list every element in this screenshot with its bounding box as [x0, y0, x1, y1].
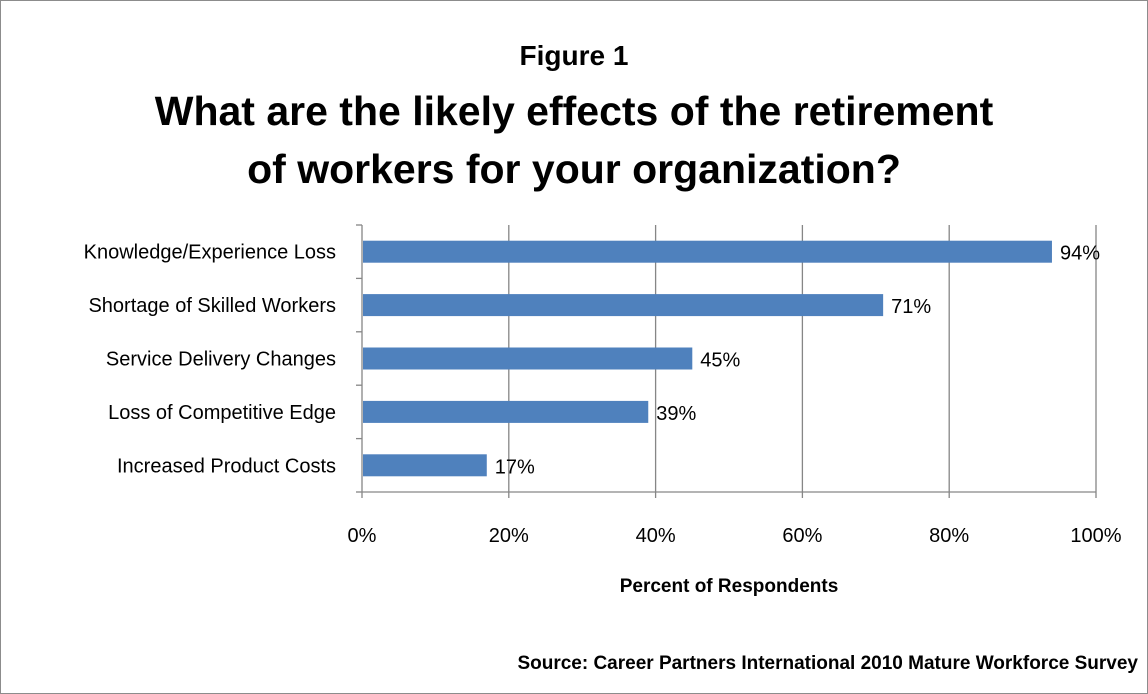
category-label: Knowledge/Experience Loss: [84, 242, 336, 264]
x-tick-label: 80%: [929, 525, 969, 547]
x-axis-label: Percent of Respondents: [619, 576, 839, 597]
category-label: Increased Product Costs: [117, 455, 336, 477]
x-tick-label: 40%: [636, 525, 676, 547]
category-label: Shortage of Skilled Workers: [88, 295, 336, 317]
figure-label: Figure 1: [519, 40, 629, 71]
x-tick-label: 0%: [348, 525, 377, 547]
data-label: 45%: [700, 350, 740, 372]
data-label: 94%: [1060, 243, 1100, 265]
data-label: 71%: [891, 296, 931, 318]
data-label: 39%: [656, 403, 696, 425]
chart-title-line-2: of workers for your organization?: [247, 146, 901, 192]
bar: [363, 347, 693, 370]
chart-title-line-1: What are the likely effects of the retir…: [154, 88, 994, 134]
x-tick-label: 60%: [782, 525, 822, 547]
data-label: 17%: [495, 456, 535, 478]
x-tick-label: 100%: [1070, 525, 1121, 547]
bar: [363, 454, 487, 477]
bar: [363, 400, 649, 423]
bar: [363, 240, 1052, 263]
source-note: Source: Career Partners International 20…: [517, 653, 1138, 674]
bar: [363, 294, 884, 317]
x-tick-label: 20%: [489, 525, 529, 547]
category-label: Service Delivery Changes: [106, 349, 336, 371]
category-label: Loss of Competitive Edge: [108, 402, 336, 424]
